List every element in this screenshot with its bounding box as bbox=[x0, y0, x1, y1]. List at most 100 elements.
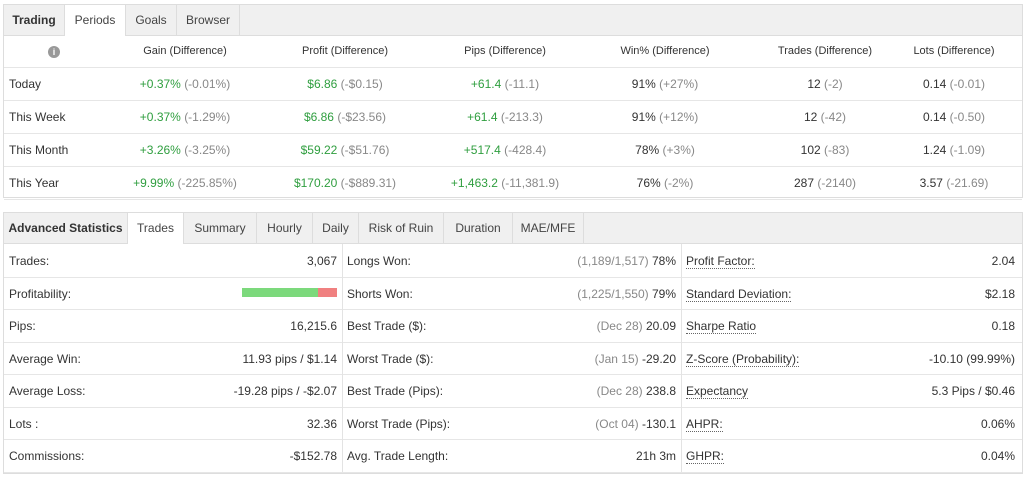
stat-label: Profitability: bbox=[9, 287, 71, 301]
stat-label: Worst Trade ($): bbox=[347, 352, 433, 366]
stat-label: Average Loss: bbox=[9, 384, 86, 398]
label-text: Best Trade (Pips): bbox=[347, 384, 444, 398]
stat-label: Longs Won: bbox=[347, 254, 411, 268]
tab: Advanced Statistics bbox=[4, 213, 128, 243]
value: 0.04% bbox=[980, 449, 1015, 463]
cell: 0.14 (-0.01) bbox=[864, 77, 1024, 91]
stat-row bbox=[4, 375, 1022, 408]
stat-label: Pips: bbox=[9, 319, 36, 333]
stat-label: Standard Deviation: bbox=[686, 286, 792, 302]
column-header: Lots (Difference) bbox=[913, 45, 995, 57]
value: 2.04 bbox=[991, 254, 1015, 268]
row-label: Today bbox=[9, 77, 42, 91]
header-divider bbox=[4, 67, 1022, 68]
value: -$152.78 bbox=[289, 449, 337, 463]
stat-value: (Dec 28) 20.09 bbox=[597, 319, 676, 333]
stat-value: -10.10 (99.99%) bbox=[929, 352, 1015, 366]
label-text[interactable]: Sharpe Ratio bbox=[686, 319, 757, 334]
value: +1,463.2 bbox=[450, 176, 498, 190]
value: $6.86 bbox=[303, 110, 334, 124]
difference: (-1.29%) bbox=[184, 110, 231, 124]
tab[interactable]: Hourly bbox=[257, 213, 313, 243]
cell: +517.4 (-428.4) bbox=[415, 143, 595, 157]
cell: 91% (+27%) bbox=[575, 77, 755, 91]
stat-value: 16,215.6 bbox=[290, 319, 337, 333]
periods-panel: Trading Periods Goals Browser i Gain (Diffe… bbox=[3, 4, 1024, 200]
label-text: Worst Trade (Pips): bbox=[347, 416, 451, 431]
column-header: Pips (Difference) bbox=[464, 45, 546, 57]
value: 91% bbox=[631, 77, 656, 91]
stat-value: 0.18 bbox=[992, 319, 1015, 333]
value: 0.06% bbox=[980, 416, 1015, 431]
tab[interactable]: Risk of Ruin bbox=[359, 213, 444, 243]
cell: 3.57 (-21.69) bbox=[864, 176, 1024, 190]
tab[interactable]: Browser bbox=[177, 5, 240, 35]
tab[interactable]: Summary bbox=[184, 213, 257, 243]
label-text: Commissions: bbox=[9, 449, 85, 463]
value: 91% bbox=[631, 110, 656, 124]
difference: (-2) bbox=[824, 77, 843, 91]
value: -10.10 (99.99%) bbox=[928, 351, 1015, 366]
difference: (-$889.31) bbox=[340, 176, 397, 190]
stat-row bbox=[4, 343, 1022, 375]
cell: +1,463.2 (-11,381.9) bbox=[415, 176, 595, 190]
stat-value: 11.93 pips / $1.14 bbox=[242, 352, 337, 366]
column-header: Gain (Difference) bbox=[143, 45, 227, 57]
cell: 102 (-83) bbox=[735, 143, 915, 157]
stat-value: 5.3 Pips / $0.46 bbox=[932, 384, 1015, 398]
label-text: Trades: bbox=[9, 254, 50, 268]
label-text[interactable]: Profit Factor: bbox=[686, 254, 755, 269]
info-icon[interactable]: i bbox=[48, 46, 60, 58]
value: $59.22 bbox=[300, 143, 338, 157]
cell: $6.86 (-$0.15) bbox=[255, 77, 435, 91]
stat-row bbox=[4, 310, 1022, 343]
column-divider bbox=[342, 244, 343, 472]
difference: (-11.1) bbox=[504, 77, 540, 91]
value: 102 bbox=[800, 143, 821, 157]
profit-bar-loss bbox=[318, 287, 337, 297]
stat-label: Lots : bbox=[9, 417, 38, 431]
tab[interactable]: Duration bbox=[444, 213, 513, 243]
stat-value: $2.18 bbox=[985, 287, 1015, 301]
tab[interactable]: MAE/MFE bbox=[513, 213, 584, 243]
stat-label: Best Trade ($): bbox=[347, 319, 426, 333]
label-text: Lots : bbox=[9, 416, 39, 431]
tab[interactable]: Trades bbox=[128, 213, 184, 244]
label-text[interactable]: Expectancy bbox=[686, 384, 749, 399]
value: +9.99% bbox=[133, 176, 175, 190]
tab[interactable]: Goals bbox=[126, 5, 177, 35]
stats-panel: Advanced Statistics Trades Summary Hourly Da… bbox=[3, 212, 1023, 474]
value: $2.18 bbox=[984, 286, 1015, 301]
difference: (-83) bbox=[824, 143, 850, 157]
difference: (-225.85%) bbox=[177, 176, 237, 190]
stat-value: -$152.78 bbox=[290, 449, 337, 463]
label-text: Longs Won: bbox=[347, 254, 411, 268]
difference: (-11,381.9) bbox=[501, 176, 560, 190]
value: 0.14 bbox=[922, 110, 947, 124]
row-label: This Year bbox=[9, 176, 60, 190]
label-text: Avg. Trade Length: bbox=[347, 449, 449, 463]
difference: (-$23.56) bbox=[337, 110, 387, 124]
stat-label: Profit Factor: bbox=[686, 254, 755, 269]
label-text[interactable]: GHPR: bbox=[686, 449, 725, 464]
value: 79% bbox=[651, 286, 676, 301]
cell: 0.14 (-0.50) bbox=[864, 110, 1024, 124]
difference: (-428.4) bbox=[504, 143, 547, 157]
tab[interactable]: Daily bbox=[313, 213, 359, 243]
label-text[interactable]: AHPR: bbox=[686, 416, 723, 432]
label-text[interactable]: Standard Deviation: bbox=[686, 286, 792, 302]
value: -19.28 pips / -$2.07 bbox=[233, 384, 337, 398]
difference: (-0.50) bbox=[949, 110, 986, 124]
stat-value: 0.04% bbox=[981, 449, 1015, 463]
label-text[interactable]: Z-Score (Probability): bbox=[686, 351, 800, 367]
value: 3,067 bbox=[306, 254, 337, 268]
value: 20.09 bbox=[645, 319, 676, 333]
value: 0.18 bbox=[991, 319, 1015, 333]
note: (Oct 04) bbox=[595, 416, 639, 431]
value: $170.20 bbox=[293, 176, 338, 190]
stat-label: GHPR: bbox=[686, 449, 725, 464]
tab[interactable]: Periods bbox=[65, 5, 126, 36]
cell: +61.4 (-213.3) bbox=[415, 110, 595, 124]
tab-bar: Trading Periods Goals Browser bbox=[4, 5, 1022, 36]
cell: +9.99% (-225.85%) bbox=[95, 176, 275, 190]
